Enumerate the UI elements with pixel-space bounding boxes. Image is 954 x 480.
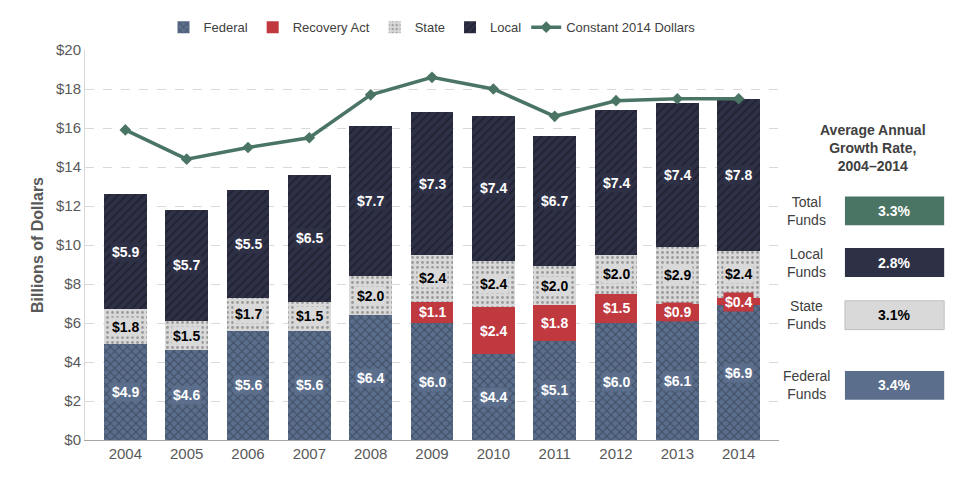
svg-text:$1.5: $1.5 [603,300,630,316]
svg-text:TotalFunds: TotalFunds [787,194,826,228]
svg-text:$2.4: $2.4 [725,266,752,282]
svg-text:2012: 2012 [599,445,632,462]
svg-text:$2.9: $2.9 [664,267,691,283]
svg-text:Local: Local [490,20,521,35]
svg-text:$1.5: $1.5 [296,308,323,324]
svg-text:2014: 2014 [722,445,755,462]
svg-text:2011: 2011 [539,445,571,462]
svg-text:$18: $18 [56,80,81,97]
svg-text:$4.6: $4.6 [173,387,200,403]
svg-text:$2.4: $2.4 [480,276,507,292]
svg-text:Recovery Act: Recovery Act [293,20,370,35]
svg-text:$5.7: $5.7 [173,257,200,273]
svg-text:2004: 2004 [109,445,142,462]
svg-text:2006: 2006 [231,445,264,462]
svg-text:$14: $14 [56,158,81,175]
svg-text:$10: $10 [56,236,81,253]
svg-text:StateFunds: StateFunds [787,298,826,332]
svg-text:$2.4: $2.4 [419,270,446,286]
svg-text:Constant 2014 Dollars: Constant 2014 Dollars [566,20,695,35]
svg-text:$2: $2 [64,392,81,409]
svg-text:State: State [415,20,445,35]
svg-text:$6.5: $6.5 [296,230,323,246]
svg-text:$6.0: $6.0 [603,374,630,390]
svg-text:$6.0: $6.0 [419,374,446,390]
svg-text:FederalFunds: FederalFunds [783,368,830,402]
svg-text:Average AnnualGrowth Rate,2004: Average AnnualGrowth Rate,2004–2014 [820,122,926,174]
svg-text:$0: $0 [64,431,81,448]
svg-text:$4.4: $4.4 [480,389,507,405]
svg-text:$6: $6 [64,314,81,331]
svg-text:$2.4: $2.4 [480,323,507,339]
svg-text:2.8%: 2.8% [878,255,910,271]
svg-text:$1.5: $1.5 [173,328,200,344]
svg-text:$1.8: $1.8 [541,315,568,331]
svg-text:$7.7: $7.7 [357,193,384,209]
svg-text:$2.0: $2.0 [603,266,630,282]
svg-text:$1.1: $1.1 [419,304,446,320]
svg-text:Federal: Federal [204,20,248,35]
svg-text:Billions of Dollars: Billions of Dollars [29,177,46,313]
svg-text:$8: $8 [64,275,81,292]
svg-text:$16: $16 [56,119,81,136]
svg-text:$1.8: $1.8 [112,319,139,335]
svg-text:3.4%: 3.4% [878,377,910,393]
svg-text:$12: $12 [56,197,81,214]
svg-text:$6.7: $6.7 [541,193,568,209]
svg-text:$2.0: $2.0 [541,278,568,294]
svg-text:$5.6: $5.6 [296,377,323,393]
svg-text:2009: 2009 [415,445,448,462]
svg-text:$4: $4 [64,353,81,370]
svg-text:$6.9: $6.9 [725,365,752,381]
svg-text:$5.9: $5.9 [112,244,139,260]
svg-text:$6.1: $6.1 [664,373,691,389]
svg-text:$7.4: $7.4 [664,167,691,183]
svg-text:$4.9: $4.9 [112,384,139,400]
svg-text:2013: 2013 [661,445,694,462]
svg-text:2010: 2010 [477,445,510,462]
svg-text:$7.4: $7.4 [603,175,630,191]
svg-text:$7.4: $7.4 [480,180,507,196]
svg-text:2007: 2007 [293,445,326,462]
svg-text:$7.3: $7.3 [419,176,446,192]
svg-text:$6.4: $6.4 [357,370,384,386]
svg-text:$20: $20 [56,41,81,58]
svg-text:$5.5: $5.5 [235,236,262,252]
svg-text:3.3%: 3.3% [878,203,910,219]
svg-text:$2.0: $2.0 [357,288,384,304]
svg-text:$0.9: $0.9 [664,304,691,320]
svg-text:$5.1: $5.1 [541,382,568,398]
svg-text:$0.4: $0.4 [725,294,752,310]
svg-text:3.1%: 3.1% [878,307,910,323]
svg-text:LocalFunds: LocalFunds [787,246,826,280]
svg-text:$7.8: $7.8 [725,167,752,183]
svg-text:$1.7: $1.7 [235,306,262,322]
svg-text:$5.6: $5.6 [235,377,262,393]
svg-text:2005: 2005 [170,445,203,462]
svg-text:2008: 2008 [354,445,387,462]
